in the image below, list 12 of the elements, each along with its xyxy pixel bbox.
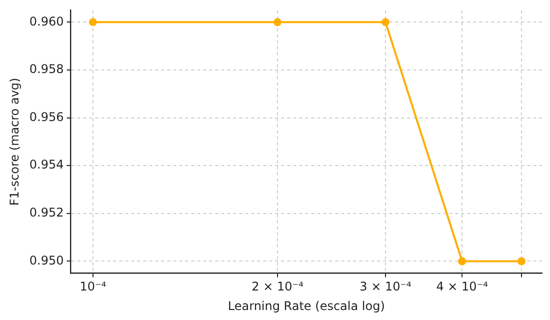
y-tick-label: 0.960 — [29, 14, 64, 28]
y-axis-title: F1-score (macro avg) — [7, 78, 22, 206]
x-axis-title: Learning Rate (escala log) — [228, 298, 385, 313]
y-tick-label: 0.952 — [29, 206, 64, 220]
x-tick-label: 3 × 10⁻⁴ — [360, 280, 412, 294]
x-tick-label: 2 × 10⁻⁴ — [252, 280, 304, 294]
x-tick-label: 10⁻⁴ — [80, 280, 106, 294]
x-tick-label: 4 × 10⁻⁴ — [436, 280, 488, 294]
y-tick-label: 0.956 — [29, 110, 64, 124]
y-tick-label: 0.958 — [29, 62, 64, 76]
y-tick-label: 0.950 — [29, 253, 64, 268]
y-tick-label: 0.954 — [29, 158, 64, 172]
